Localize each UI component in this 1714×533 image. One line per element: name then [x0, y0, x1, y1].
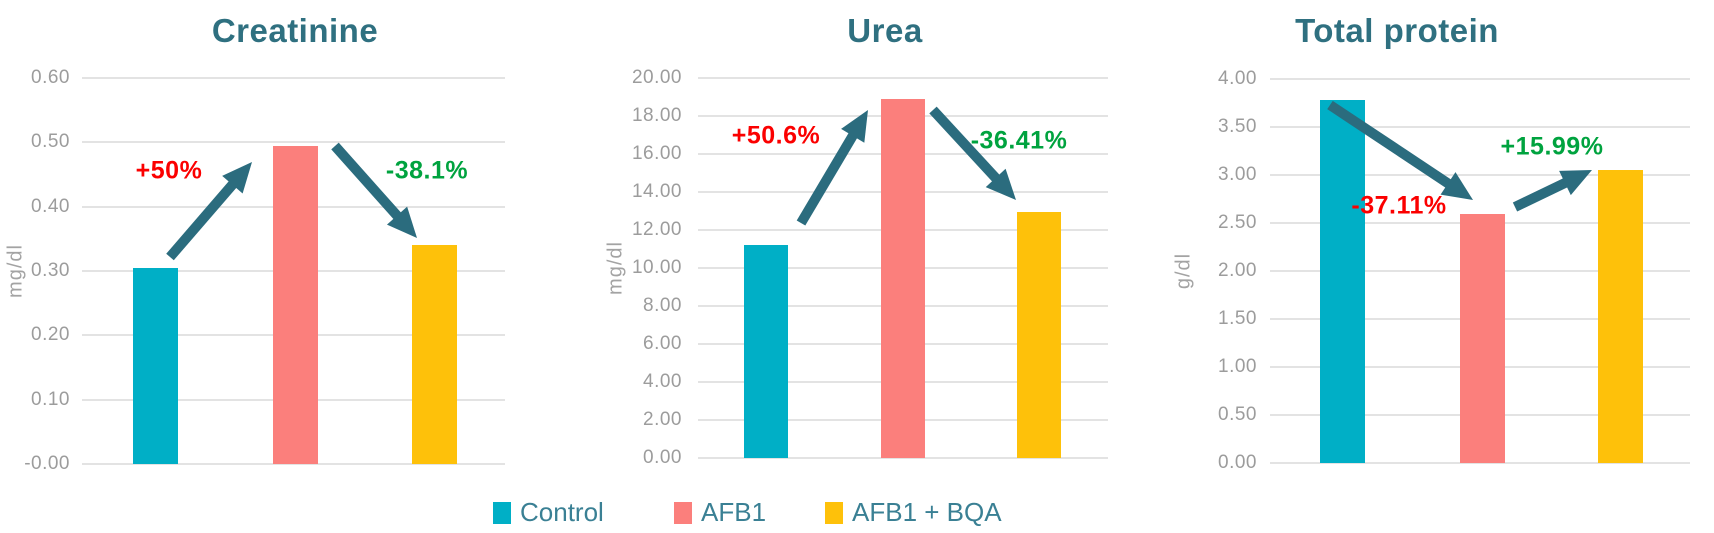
bar-afb1-bqa — [412, 245, 457, 464]
trend-arrow-head — [386, 206, 417, 238]
bar-afb1 — [881, 99, 925, 458]
y-tick-label: 3.00 — [1218, 164, 1257, 185]
bar-afb1 — [1460, 214, 1505, 463]
y-tick-label: 14.00 — [631, 181, 682, 202]
gridline — [1270, 78, 1690, 80]
legend-item-control: Control — [493, 497, 604, 528]
y-tick-label: 0.00 — [643, 447, 682, 468]
annotation-percent-change: +50% — [135, 156, 203, 185]
y-tick-label: 1.00 — [1218, 356, 1257, 377]
gridline — [1270, 462, 1690, 464]
gridline — [82, 77, 505, 79]
y-tick-label: 0.20 — [31, 324, 70, 345]
trend-arrow-head — [222, 162, 252, 194]
annotation-percent-change: -36.41% — [970, 126, 1068, 155]
y-tick-label: 0.50 — [31, 131, 70, 152]
y-tick-label: 2.50 — [1218, 212, 1257, 233]
bar-control — [744, 245, 788, 458]
y-tick-label: 0.30 — [31, 260, 70, 281]
y-tick-label: 6.00 — [643, 333, 682, 354]
legend-label: AFB1 + BQA — [852, 497, 1002, 527]
gridline — [698, 457, 1108, 459]
legend-item-afb1: AFB1 — [674, 497, 766, 528]
y-tick-label: 4.00 — [1218, 68, 1257, 89]
y-tick-label: 20.00 — [631, 67, 682, 88]
legend-label: AFB1 — [701, 497, 767, 527]
annotation-percent-change: -37.11% — [1351, 191, 1447, 220]
y-tick-label: 10.00 — [631, 257, 682, 278]
y-tick-label: 0.60 — [31, 67, 70, 88]
y-tick-label: -0.00 — [24, 453, 70, 474]
y-tick-label: 2.00 — [1218, 260, 1257, 281]
y-tick-label: 18.00 — [631, 105, 682, 126]
y-tick-label: 3.50 — [1218, 116, 1257, 137]
y-tick-label: 0.00 — [1218, 452, 1257, 473]
trend-arrow-line — [1512, 176, 1571, 212]
control-swatch-icon — [493, 501, 511, 524]
gridline — [82, 463, 505, 465]
trend-arrow-head — [985, 168, 1016, 200]
legend-item-afb1-bqa: AFB1 + BQA — [825, 497, 1002, 528]
afb1-swatch-icon — [674, 501, 692, 524]
bar-control — [1320, 100, 1365, 463]
gridline — [82, 141, 505, 143]
y-tick-label: 2.00 — [643, 409, 682, 430]
y-tick-label: 8.00 — [643, 295, 682, 316]
annotation-percent-change: +15.99% — [1500, 132, 1604, 161]
bar-afb1-bqa — [1598, 170, 1643, 463]
y-tick-label: 12.00 — [631, 219, 682, 240]
legend-label: Control — [520, 497, 604, 527]
gridline — [1270, 174, 1690, 176]
bar-afb1 — [273, 146, 318, 464]
chart-title: Total protein — [1295, 12, 1499, 49]
y-tick-label: 0.40 — [31, 196, 70, 217]
annotation-percent-change: +50.6% — [731, 121, 821, 150]
y-tick-label: 4.00 — [643, 371, 682, 392]
gridline — [1270, 126, 1690, 128]
y-tick-label: 0.10 — [31, 389, 70, 410]
chart-title: Creatinine — [211, 12, 379, 49]
bar-control — [133, 268, 178, 464]
gridline — [698, 77, 1108, 79]
chart-title: Urea — [847, 12, 923, 49]
y-tick-label: 0.50 — [1218, 404, 1257, 425]
y-tick-label: 1.50 — [1218, 308, 1257, 329]
y-tick-label: 16.00 — [631, 143, 682, 164]
annotation-percent-change: -38.1% — [385, 156, 469, 185]
afb1-bqa-swatch-icon — [825, 501, 843, 524]
bar-afb1-bqa — [1017, 212, 1061, 458]
trend-arrow-line — [166, 178, 239, 261]
